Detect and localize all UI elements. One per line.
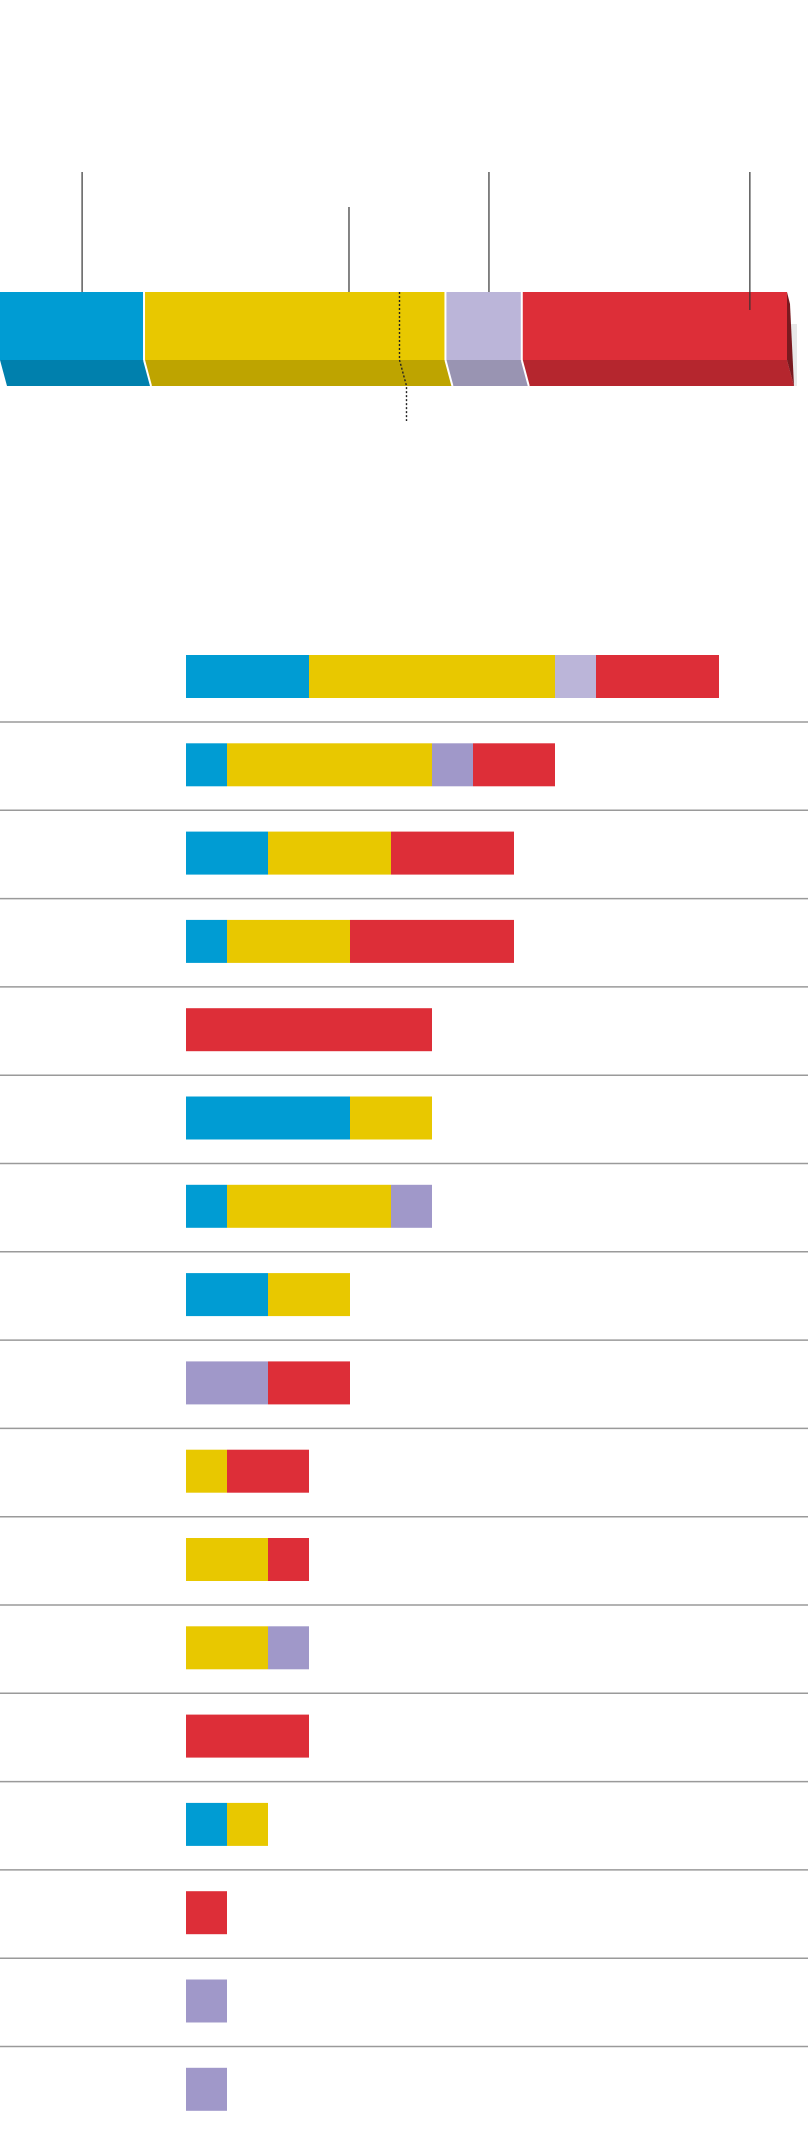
- row-13-bar-red: [186, 1714, 309, 1758]
- overall-bar-segment-red-base: [521, 360, 794, 386]
- row-10-bar-yellow: [186, 1449, 227, 1493]
- bar-end-cap: [787, 292, 794, 386]
- row-1-bar-yellow: [309, 655, 555, 698]
- row-7-bar-yellow: [227, 1184, 391, 1228]
- row-2-bar-blue: [186, 743, 227, 787]
- row-3-bar-red: [391, 831, 514, 875]
- overall-bar-segment-yellow: [144, 292, 446, 360]
- row-12-bar-purple: [268, 1626, 309, 1670]
- row-8-bar-blue: [186, 1273, 268, 1317]
- overall-stacked-bar: [0, 172, 797, 421]
- row-9-bar-purple: [186, 1361, 268, 1405]
- row-9-bar-red: [268, 1361, 350, 1405]
- overall-bar-segment-blue: [0, 292, 145, 360]
- row-1-bar-blue: [186, 655, 309, 698]
- segment-divider: [444, 359, 454, 387]
- overall-bar-segment-blue-base: [0, 360, 152, 386]
- row-1-bar-lavender: [555, 655, 596, 698]
- overall-bar-segment-lavender: [445, 292, 522, 360]
- row-2-bar-yellow: [227, 743, 432, 787]
- row-8-bar-yellow: [268, 1273, 350, 1317]
- row-7-bar-purple: [391, 1184, 432, 1228]
- row-6-bar-blue: [186, 1096, 350, 1140]
- row-17-bar-purple: [186, 2067, 227, 2111]
- overall-bar-segment-red: [521, 292, 787, 360]
- segment-divider: [143, 359, 152, 387]
- row-2-bar-purple: [432, 743, 473, 787]
- row-3-bar-blue: [186, 831, 268, 875]
- row-11-bar-yellow: [186, 1538, 268, 1581]
- overall-bar-segment-lavender-base: [445, 360, 529, 386]
- reference-line: [398, 292, 408, 421]
- row-4-bar-blue: [186, 919, 227, 963]
- row-5-bar-red: [186, 1008, 432, 1052]
- row-12-bar-yellow: [186, 1626, 268, 1670]
- segment-divider: [520, 359, 530, 387]
- row-11-bar-red: [268, 1538, 309, 1581]
- row-3-bar-yellow: [268, 831, 391, 875]
- row-2-bar-red: [473, 743, 555, 787]
- row-16-bar-purple: [186, 1979, 227, 2023]
- row-15-bar-red: [186, 1891, 227, 1935]
- overall-bar-segment-yellow-base: [144, 360, 453, 386]
- row-6-bar-yellow: [350, 1096, 432, 1140]
- row-10-bar-red: [227, 1449, 309, 1493]
- row-stacked-bars: [0, 655, 808, 2111]
- row-14-bar-yellow: [227, 1802, 268, 1846]
- row-4-bar-red: [350, 919, 514, 963]
- row-4-bar-yellow: [227, 919, 350, 963]
- row-7-bar-blue: [186, 1184, 227, 1228]
- row-14-bar-blue: [186, 1802, 227, 1846]
- row-1-bar-red: [596, 655, 719, 698]
